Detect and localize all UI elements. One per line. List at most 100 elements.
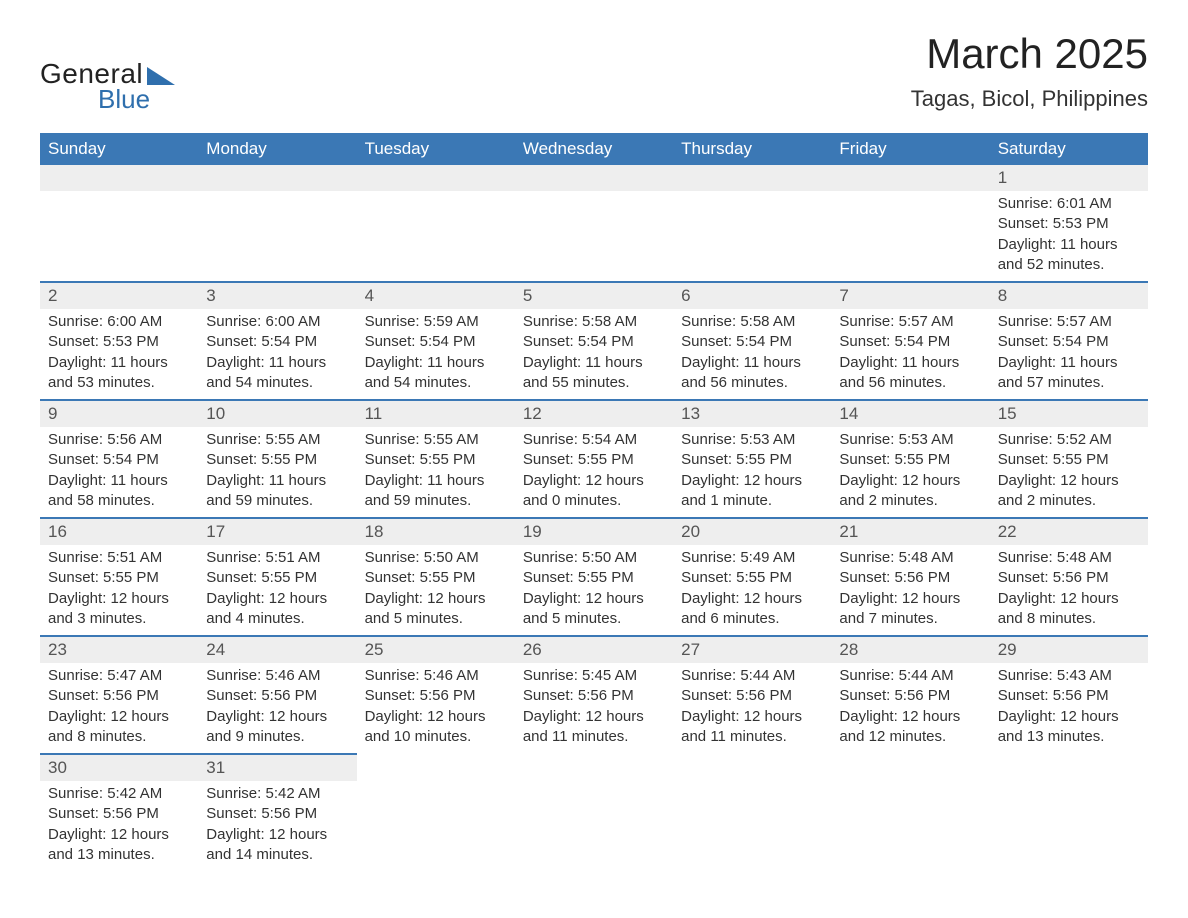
sunset-text: Sunset: 5:55 PM <box>681 450 823 470</box>
calendar-cell: 4Sunrise: 5:59 AMSunset: 5:54 PMDaylight… <box>357 282 515 400</box>
daylight-text: Daylight: 12 hours and 5 minutes. <box>365 589 507 630</box>
calendar-cell: 19Sunrise: 5:50 AMSunset: 5:55 PMDayligh… <box>515 518 673 636</box>
sunrise-text: Sunrise: 6:00 AM <box>206 312 348 332</box>
daylight-text: Daylight: 12 hours and 8 minutes. <box>998 589 1140 630</box>
sunrise-text: Sunrise: 5:44 AM <box>681 666 823 686</box>
logo-text-blue: Blue <box>98 84 175 115</box>
sunset-text: Sunset: 5:56 PM <box>839 686 981 706</box>
daylight-text: Daylight: 11 hours and 59 minutes. <box>206 471 348 512</box>
sunset-text: Sunset: 5:55 PM <box>206 450 348 470</box>
day-body: Sunrise: 5:48 AMSunset: 5:56 PMDaylight:… <box>990 545 1148 635</box>
sunset-text: Sunset: 5:53 PM <box>48 332 190 352</box>
sunset-text: Sunset: 5:54 PM <box>839 332 981 352</box>
daylight-text: Daylight: 11 hours and 52 minutes. <box>998 235 1140 276</box>
day-number: 26 <box>515 637 673 663</box>
sunrise-text: Sunrise: 5:48 AM <box>839 548 981 568</box>
daylight-text: Daylight: 12 hours and 2 minutes. <box>839 471 981 512</box>
sunrise-text: Sunrise: 5:58 AM <box>523 312 665 332</box>
sunset-text: Sunset: 5:56 PM <box>206 804 348 824</box>
day-body: Sunrise: 5:46 AMSunset: 5:56 PMDaylight:… <box>357 663 515 753</box>
daylight-text: Daylight: 12 hours and 14 minutes. <box>206 825 348 866</box>
day-body <box>515 191 673 265</box>
daylight-text: Daylight: 12 hours and 9 minutes. <box>206 707 348 748</box>
calendar-cell: 31Sunrise: 5:42 AMSunset: 5:56 PMDayligh… <box>198 754 356 871</box>
sunrise-text: Sunrise: 5:51 AM <box>48 548 190 568</box>
day-number: 19 <box>515 519 673 545</box>
daylight-text: Daylight: 11 hours and 58 minutes. <box>48 471 190 512</box>
daylight-text: Daylight: 12 hours and 2 minutes. <box>998 471 1140 512</box>
day-number: 1 <box>990 165 1148 191</box>
daylight-text: Daylight: 12 hours and 6 minutes. <box>681 589 823 630</box>
day-body: Sunrise: 5:57 AMSunset: 5:54 PMDaylight:… <box>831 309 989 399</box>
day-body: Sunrise: 5:53 AMSunset: 5:55 PMDaylight:… <box>673 427 831 517</box>
sunrise-text: Sunrise: 6:01 AM <box>998 194 1140 214</box>
sunset-text: Sunset: 5:55 PM <box>998 450 1140 470</box>
calendar-cell: 3Sunrise: 6:00 AMSunset: 5:54 PMDaylight… <box>198 282 356 400</box>
sunset-text: Sunset: 5:56 PM <box>523 686 665 706</box>
calendar-cell <box>673 165 831 282</box>
sunrise-text: Sunrise: 5:56 AM <box>48 430 190 450</box>
day-body: Sunrise: 5:53 AMSunset: 5:55 PMDaylight:… <box>831 427 989 517</box>
daylight-text: Daylight: 11 hours and 54 minutes. <box>365 353 507 394</box>
logo-triangle-icon <box>147 67 175 85</box>
sunrise-text: Sunrise: 5:46 AM <box>365 666 507 686</box>
day-number <box>357 165 515 191</box>
day-number <box>40 165 198 191</box>
daylight-text: Daylight: 11 hours and 55 minutes. <box>523 353 665 394</box>
calendar-cell <box>831 165 989 282</box>
day-body: Sunrise: 5:49 AMSunset: 5:55 PMDaylight:… <box>673 545 831 635</box>
day-number <box>198 165 356 191</box>
day-number: 14 <box>831 401 989 427</box>
calendar-week-row: 30Sunrise: 5:42 AMSunset: 5:56 PMDayligh… <box>40 754 1148 871</box>
day-body <box>831 780 989 854</box>
sunrise-text: Sunrise: 6:00 AM <box>48 312 190 332</box>
calendar-cell <box>831 754 989 871</box>
day-body <box>515 780 673 854</box>
day-number: 6 <box>673 283 831 309</box>
day-body: Sunrise: 5:51 AMSunset: 5:55 PMDaylight:… <box>40 545 198 635</box>
day-number: 20 <box>673 519 831 545</box>
sunset-text: Sunset: 5:54 PM <box>206 332 348 352</box>
day-body: Sunrise: 5:55 AMSunset: 5:55 PMDaylight:… <box>357 427 515 517</box>
calendar-week-row: 2Sunrise: 6:00 AMSunset: 5:53 PMDaylight… <box>40 282 1148 400</box>
day-body: Sunrise: 5:44 AMSunset: 5:56 PMDaylight:… <box>673 663 831 753</box>
sunset-text: Sunset: 5:56 PM <box>206 686 348 706</box>
day-number: 23 <box>40 637 198 663</box>
sunset-text: Sunset: 5:55 PM <box>206 568 348 588</box>
calendar-cell: 22Sunrise: 5:48 AMSunset: 5:56 PMDayligh… <box>990 518 1148 636</box>
sunrise-text: Sunrise: 5:50 AM <box>365 548 507 568</box>
day-number <box>831 165 989 191</box>
day-number <box>515 754 673 780</box>
daylight-text: Daylight: 12 hours and 12 minutes. <box>839 707 981 748</box>
day-body: Sunrise: 6:01 AMSunset: 5:53 PMDaylight:… <box>990 191 1148 281</box>
calendar-cell: 12Sunrise: 5:54 AMSunset: 5:55 PMDayligh… <box>515 400 673 518</box>
sunrise-text: Sunrise: 5:42 AM <box>48 784 190 804</box>
day-number: 15 <box>990 401 1148 427</box>
day-number: 16 <box>40 519 198 545</box>
calendar-cell: 13Sunrise: 5:53 AMSunset: 5:55 PMDayligh… <box>673 400 831 518</box>
weekday-header: Sunday <box>40 133 198 165</box>
day-body: Sunrise: 5:48 AMSunset: 5:56 PMDaylight:… <box>831 545 989 635</box>
calendar-cell: 24Sunrise: 5:46 AMSunset: 5:56 PMDayligh… <box>198 636 356 754</box>
sunset-text: Sunset: 5:54 PM <box>681 332 823 352</box>
day-body <box>673 191 831 265</box>
weekday-header: Tuesday <box>357 133 515 165</box>
day-body: Sunrise: 5:42 AMSunset: 5:56 PMDaylight:… <box>198 781 356 871</box>
day-body: Sunrise: 5:43 AMSunset: 5:56 PMDaylight:… <box>990 663 1148 753</box>
daylight-text: Daylight: 12 hours and 3 minutes. <box>48 589 190 630</box>
day-body: Sunrise: 5:54 AMSunset: 5:55 PMDaylight:… <box>515 427 673 517</box>
day-number: 27 <box>673 637 831 663</box>
day-body <box>357 780 515 854</box>
day-number: 3 <box>198 283 356 309</box>
day-number: 18 <box>357 519 515 545</box>
sunrise-text: Sunrise: 5:57 AM <box>839 312 981 332</box>
day-number: 11 <box>357 401 515 427</box>
day-number: 22 <box>990 519 1148 545</box>
sunset-text: Sunset: 5:55 PM <box>365 450 507 470</box>
weekday-header: Friday <box>831 133 989 165</box>
sunrise-text: Sunrise: 5:48 AM <box>998 548 1140 568</box>
sunset-text: Sunset: 5:55 PM <box>523 450 665 470</box>
daylight-text: Daylight: 12 hours and 11 minutes. <box>681 707 823 748</box>
day-body <box>831 191 989 265</box>
daylight-text: Daylight: 11 hours and 57 minutes. <box>998 353 1140 394</box>
